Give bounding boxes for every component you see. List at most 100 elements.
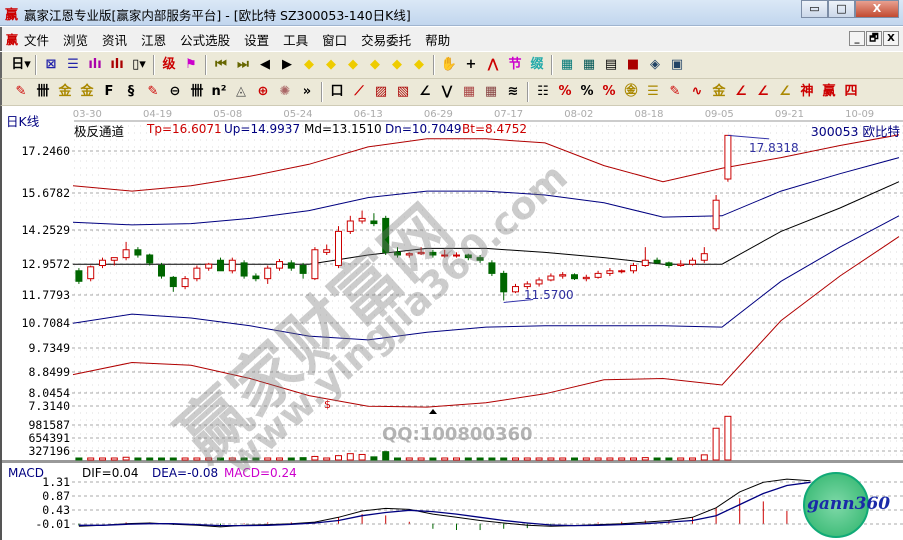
menu-help[interactable]: 帮助 [425, 32, 451, 48]
square-fan-icon[interactable]: ▧ [396, 84, 410, 99]
bars9-icon[interactable]: ılı [110, 57, 124, 72]
parallel-icon[interactable]: ≋ [507, 84, 519, 99]
crosshair-icon[interactable]: + [465, 57, 477, 72]
maximize-button[interactable]: □ [828, 0, 855, 18]
left-icon[interactable]: ◀ [260, 57, 270, 72]
menu-trade[interactable]: 交易委托 [361, 32, 412, 48]
candle [346, 215, 354, 235]
candle-body [582, 276, 590, 280]
pen-icon[interactable]: ✎ [15, 84, 27, 99]
ying-angle-icon[interactable]: 赢 [822, 84, 836, 99]
gold-lines-icon[interactable]: ☰ [647, 84, 659, 99]
network-icon[interactable]: ◈ [650, 57, 660, 72]
grid-icon[interactable]: 卌 [36, 84, 50, 99]
mdi-minimize-button[interactable]: _ [849, 31, 865, 46]
candle-body [252, 275, 260, 280]
list-icon[interactable]: ☰ [67, 57, 79, 72]
gold2-icon[interactable]: 金 [80, 84, 94, 99]
gold-circle-icon[interactable]: ㊎ [624, 84, 638, 99]
target-icon[interactable]: ⊕ [257, 84, 269, 99]
circle-scale-icon[interactable]: ⊖ [169, 84, 181, 99]
kline-chart[interactable]: 03-30 04-19 05-08 05-24 06-13 06-29 07-17 08-02… [0, 106, 903, 540]
candle-type-icon[interactable]: ▯▾ [132, 57, 146, 72]
volume-bar [335, 455, 342, 461]
four-angle-icon[interactable]: 四 [844, 84, 858, 99]
ruler-pen-icon[interactable]: ✎ [147, 84, 159, 99]
f-icon[interactable]: F [104, 84, 114, 99]
spiral-icon[interactable]: § [127, 84, 135, 99]
menu-gann[interactable]: 江恩 [141, 32, 167, 48]
candle [193, 265, 201, 282]
gold1-icon[interactable]: 金 [58, 84, 72, 99]
close-button[interactable]: X [855, 0, 899, 18]
grid-box-icon[interactable]: ▦ [462, 84, 476, 99]
cycle-icon[interactable]: 缀 [530, 57, 544, 72]
first-icon[interactable]: ⏮ [215, 57, 227, 72]
candle-body [134, 249, 142, 256]
right-icon[interactable]: ▶ [282, 57, 292, 72]
notes-icon[interactable]: ▤ [604, 57, 618, 72]
ladder-icon[interactable]: ☷ [537, 84, 549, 99]
percent-icon[interactable]: % [580, 84, 594, 99]
minimize-button[interactable]: ▭ [801, 0, 828, 18]
menu-tools[interactable]: 工具 [283, 32, 309, 48]
flag-icon[interactable]: ⚑ [185, 57, 197, 72]
polyline-icon[interactable]: ⋀ [487, 57, 499, 72]
wave-icon[interactable]: ∿ [691, 84, 703, 99]
menu-formula[interactable]: 公式选股 [180, 32, 231, 48]
menu-info[interactable]: 资讯 [102, 32, 128, 48]
calendar-icon[interactable]: ▦ [560, 57, 574, 72]
box-fan-icon[interactable]: ▨ [374, 84, 388, 99]
fan-icon[interactable]: ⟋ [354, 84, 364, 99]
candle-body [287, 262, 295, 269]
candle [724, 134, 732, 182]
gold-angle-icon[interactable]: ∠ [779, 84, 791, 99]
save-icon[interactable]: ■ [626, 57, 640, 72]
zoom-right-icon[interactable]: ◆ [326, 57, 336, 72]
angle-icon[interactable]: ∠ [419, 84, 431, 99]
box-icon[interactable]: 口 [330, 84, 344, 99]
shen-angle-icon[interactable]: 神 [800, 84, 814, 99]
zoom-in-icon[interactable]: ◆ [370, 57, 380, 72]
calculator-icon[interactable]: ▦ [582, 57, 596, 72]
chart-icon[interactable]: ⊠ [45, 57, 57, 72]
jie-icon[interactable]: 节 [508, 57, 522, 72]
bars3-icon[interactable]: ılı [88, 57, 102, 72]
menu-browse[interactable]: 浏览 [63, 32, 89, 48]
menu-file[interactable]: 文件 [24, 32, 50, 48]
more-icon[interactable]: » [302, 84, 312, 99]
triangle-icon[interactable]: ◬ [236, 84, 246, 99]
volume-bar [346, 453, 354, 461]
trade-icon[interactable]: ▣ [670, 57, 684, 72]
hand-icon[interactable]: ✋ [440, 57, 458, 72]
mdi-restore-button[interactable]: 🗗 [866, 31, 882, 46]
f-angle-icon[interactable]: ∠ [757, 84, 769, 99]
pct-fan-icon[interactable]: % [558, 84, 572, 99]
pct-lines-icon[interactable]: % [602, 84, 616, 99]
menu-window[interactable]: 窗口 [322, 32, 348, 48]
zoom-left-icon[interactable]: ◆ [304, 57, 314, 72]
lines-icon[interactable]: 卌 [190, 84, 204, 99]
star-icon[interactable]: ✺ [279, 84, 291, 99]
gold-box-icon[interactable]: 金 [712, 84, 726, 99]
menu-logo-icon[interactable]: 赢 [6, 32, 19, 47]
j-angle-icon[interactable]: ∠ [735, 84, 747, 99]
zoom-all-icon[interactable]: ◆ [392, 57, 402, 72]
price-tick-label: 14.2529 [22, 223, 71, 237]
zigzag-icon[interactable]: ⋁ [441, 84, 453, 99]
n2-icon[interactable]: n² [211, 84, 227, 99]
volume-bar [618, 457, 626, 461]
volume-bar [240, 457, 248, 461]
extreme-icon[interactable]: 级 [162, 57, 176, 72]
menu-settings[interactable]: 设置 [244, 32, 270, 48]
grid-box2-icon[interactable]: ▦ [484, 84, 498, 99]
pen-scale-icon[interactable]: ✎ [669, 84, 681, 99]
last-icon[interactable]: ⏭ [237, 57, 249, 72]
x-tick-label: 08-18 [634, 109, 663, 120]
indicator-dn: Dn=10.7049 [385, 122, 462, 136]
zoom-v-icon[interactable]: ◆ [414, 57, 424, 72]
chart-canvas[interactable]: 03-30 04-19 05-08 05-24 06-13 06-29 07-17 08-02… [2, 106, 903, 540]
period-day-button[interactable]: 日▾ [11, 57, 31, 72]
zoom-h-icon[interactable]: ◆ [348, 57, 358, 72]
mdi-close-button[interactable]: X [883, 31, 899, 46]
